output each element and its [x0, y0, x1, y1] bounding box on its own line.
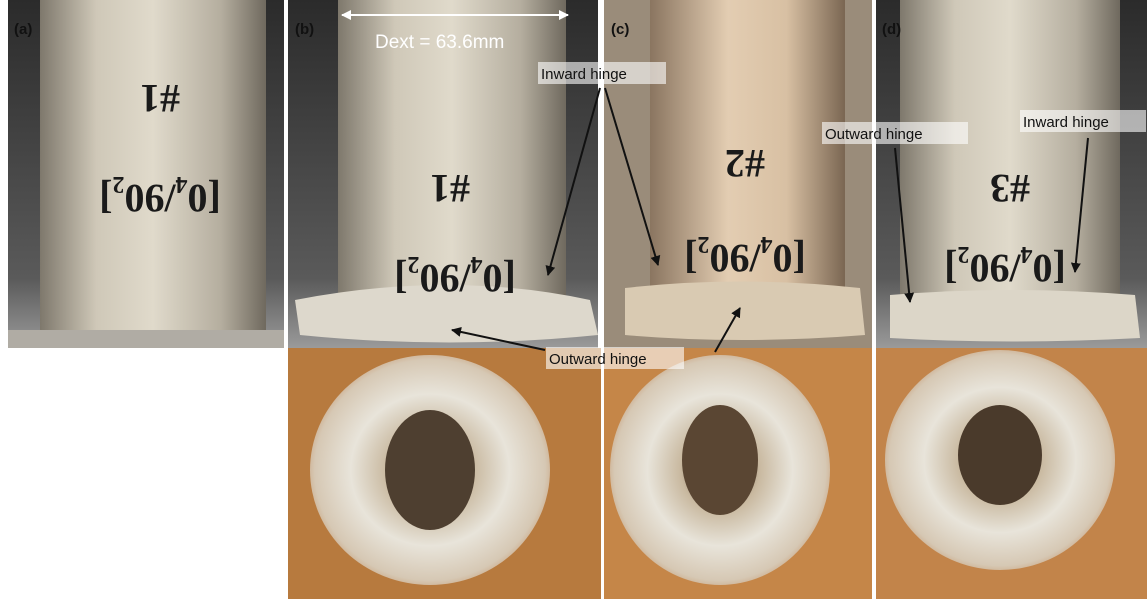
panel-label: (c) — [611, 21, 629, 38]
annotation: Inward hinge — [1023, 114, 1109, 131]
label-bg — [1020, 110, 1146, 132]
specimen-id: #3 — [990, 166, 1030, 211]
annotation: Outward hinge — [825, 126, 923, 143]
panel-label: (a) — [14, 21, 32, 38]
specimen-layup: [0₄/90₂] — [944, 246, 1066, 291]
arrow — [545, 87, 601, 276]
panel-label: (b) — [295, 21, 314, 38]
arrow — [894, 147, 915, 303]
label-bg — [822, 122, 968, 144]
specimen-layup: [0₄/90₂] — [99, 176, 221, 221]
annotation: Inward hinge — [541, 66, 627, 83]
specimen-id: #1 — [430, 166, 470, 211]
label-bg — [538, 62, 666, 84]
panel-a — [8, 0, 284, 348]
specimen-layup: [0₄/90₂] — [394, 256, 516, 301]
specimen-id: #2 — [725, 141, 765, 186]
panel-c — [604, 0, 872, 348]
specimen-id: #1 — [140, 76, 180, 121]
arrow — [714, 307, 741, 353]
arrow — [604, 87, 661, 266]
arrow — [1070, 137, 1089, 273]
specimen-layup: [0₄/90₂] — [684, 236, 806, 281]
panel-d — [876, 0, 1147, 348]
annotation: Outward hinge — [549, 351, 647, 368]
arrow — [451, 327, 546, 351]
label-bg — [546, 347, 684, 369]
crushed-c — [604, 348, 872, 599]
diameter-label: Dext = 63.6mm — [375, 32, 504, 53]
panel-label: (d) — [882, 21, 901, 38]
crushed-b — [288, 348, 601, 599]
panel-b — [288, 0, 598, 348]
crushed-d — [876, 348, 1147, 599]
